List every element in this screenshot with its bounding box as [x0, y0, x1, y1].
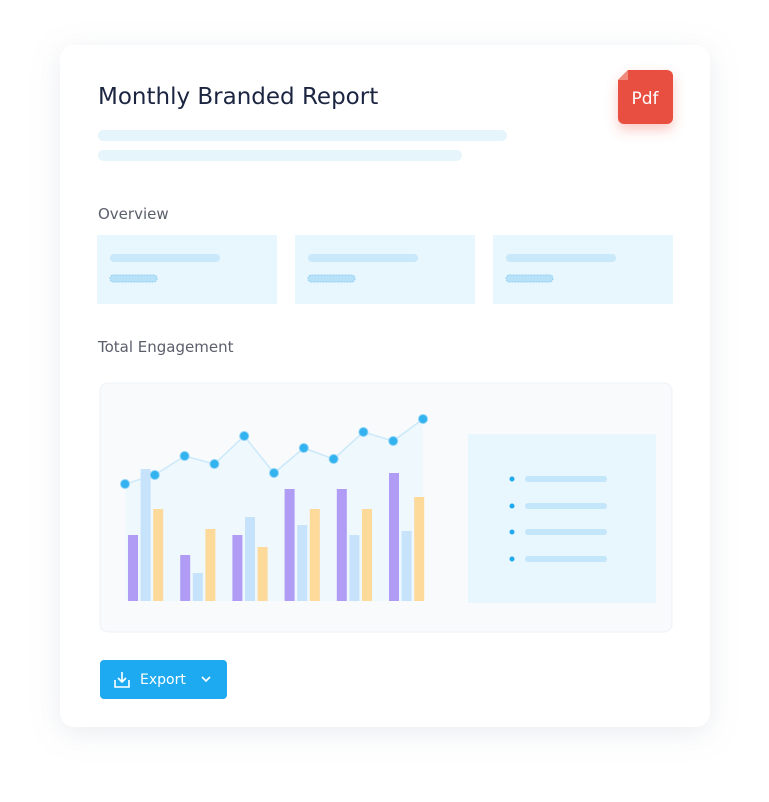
placeholder-line [98, 150, 462, 161]
line-point [179, 451, 190, 461]
bar [140, 469, 151, 601]
line-point [239, 431, 250, 441]
bar [245, 517, 255, 601]
bar [257, 547, 268, 601]
line-point [418, 414, 428, 424]
bar [232, 535, 243, 601]
line-point [209, 459, 220, 469]
bar [349, 535, 360, 601]
section-label: Total Engagement [97, 338, 234, 356]
bar [180, 555, 191, 601]
bar [309, 509, 320, 601]
bar [414, 497, 425, 601]
line-point [120, 479, 130, 489]
bar [297, 525, 308, 601]
bar [153, 509, 164, 601]
pdf-badge [618, 70, 673, 124]
bar [401, 531, 412, 601]
line-point [388, 436, 399, 446]
pdf-label: Pdf [631, 89, 659, 109]
line-area [125, 419, 423, 601]
bar [284, 489, 295, 601]
bar [389, 473, 399, 601]
line-point [298, 443, 309, 453]
title: Monthly Branded Report [98, 84, 378, 110]
placeholder-line [98, 130, 507, 141]
bar [205, 529, 216, 601]
line-point [149, 470, 160, 480]
legend-box [468, 434, 656, 603]
export-button[interactable]: Export [100, 660, 227, 699]
overview-cards [97, 235, 673, 304]
bar [192, 573, 203, 601]
line-point [269, 468, 279, 478]
chart [120, 414, 428, 601]
section-label: Overview [98, 205, 169, 223]
bar [362, 509, 372, 601]
bar [128, 535, 138, 601]
button-label[interactable]: Export [140, 672, 186, 688]
bar [336, 489, 347, 601]
line-point [328, 454, 339, 464]
line-point [358, 427, 369, 437]
